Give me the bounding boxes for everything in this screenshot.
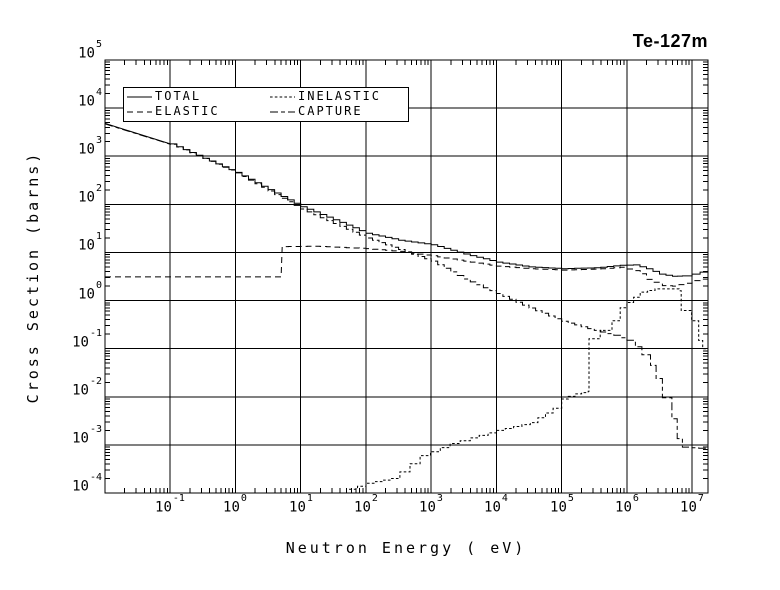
series-capture-line — [105, 123, 708, 449]
y-tick-label: 100 — [78, 280, 102, 303]
legend-label: INELASTIC — [298, 89, 382, 103]
legend-item: CAPTURE — [267, 104, 408, 119]
y-axis-title: Cross Section (barns) — [24, 150, 42, 404]
x-tick-label: 105 — [550, 493, 574, 516]
y-tick-label: 104 — [78, 87, 102, 110]
legend-elastic-line-sample — [127, 111, 152, 113]
legend-capture-line-sample — [270, 111, 295, 113]
legend-item: ELASTIC — [124, 104, 267, 119]
legend: TOTAL ELASTIC INELASTIC CAPTURE — [123, 87, 409, 122]
y-tick-label: 102 — [78, 183, 102, 206]
legend-item: TOTAL — [124, 89, 267, 104]
legend-label: TOTAL — [155, 89, 202, 103]
axis-ticks — [105, 60, 708, 493]
y-tick-label: 101 — [78, 231, 102, 254]
x-axis-title: Neutron Energy ( eV) — [285, 539, 527, 557]
series-inelastic-line — [349, 288, 708, 490]
figure-title: Te-127m — [632, 31, 708, 51]
x-tick-label: 101 — [289, 493, 313, 516]
legend-item: INELASTIC — [267, 89, 408, 104]
legend-label: ELASTIC — [155, 104, 220, 118]
x-tick-label: 107 — [680, 493, 704, 516]
x-tick-label: 100 — [223, 493, 247, 516]
legend-label: CAPTURE — [298, 104, 363, 118]
y-tick-label: 103 — [78, 135, 102, 158]
x-tick-label: 102 — [354, 493, 378, 516]
y-tick-label: 10-1 — [72, 328, 102, 351]
x-tick-label: 104 — [484, 493, 508, 516]
x-tick-label: 10-1 — [155, 493, 185, 516]
legend-inelastic-line-sample — [270, 96, 295, 98]
y-tick-label: 10-2 — [72, 376, 102, 399]
series-total-line — [105, 122, 708, 277]
grid — [105, 60, 708, 493]
x-tick-label: 103 — [419, 493, 443, 516]
y-tick-label: 10-4 — [72, 472, 102, 495]
legend-total-line-sample — [127, 96, 152, 98]
y-tick-label: 10-3 — [72, 424, 102, 447]
y-tick-label: 105 — [78, 39, 102, 62]
x-tick-label: 106 — [615, 493, 639, 516]
